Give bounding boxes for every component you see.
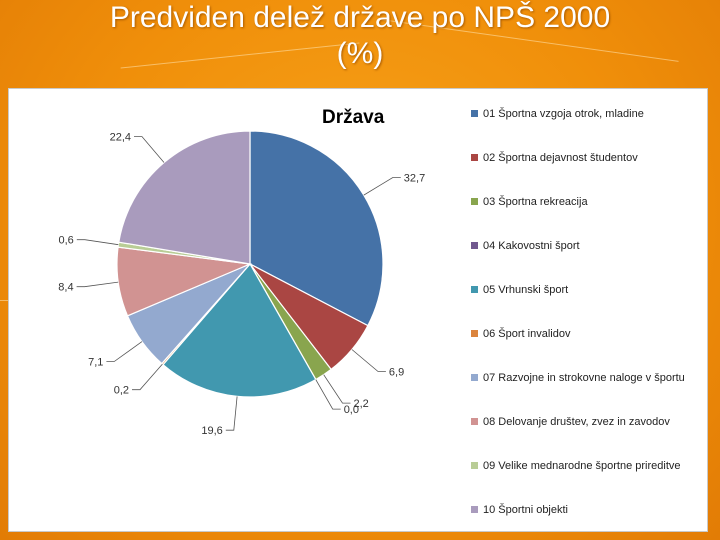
- legend-swatch: [471, 374, 478, 381]
- legend-swatch: [471, 110, 478, 117]
- pie-slice: [249, 130, 384, 327]
- legend-swatch: [471, 330, 478, 337]
- data-label: 19,6: [201, 425, 222, 437]
- legend-swatch: [471, 154, 478, 161]
- leader-line: [134, 136, 165, 163]
- data-label: 22,4: [110, 132, 131, 144]
- data-label: 0,0: [344, 404, 359, 416]
- slide-title-line-1: Predviden delež države po NPŠ 2000: [109, 1, 611, 34]
- pie-chart: Država 32,7 6,9 2,20,0 19,6 0,2 7,1 8,4 0,6 22,4…: [58, 107, 685, 516]
- slide-title: Predviden delež države po NPŠ 2000 (%): [0, 0, 720, 72]
- data-label: 7,1: [88, 356, 103, 368]
- leader-line: [315, 379, 341, 410]
- legend-label: 08 Delovanje društev, zvez in zavodov: [483, 416, 670, 428]
- data-labels: 32,7 6,9 2,20,0 19,6 0,2 7,1 8,4 0,6 22,4: [58, 132, 425, 438]
- data-label: 8,4: [58, 282, 73, 294]
- leader-line: [363, 177, 401, 196]
- legend-swatch: [471, 418, 478, 425]
- chart-panel: Država 32,7 6,9 2,2 0,0 19,6 0,2 7,1 8,4 0,6 22,4…: [8, 88, 708, 532]
- leader-line: [323, 374, 351, 404]
- legend-label: 06 Šport invalidov: [483, 327, 571, 340]
- legend-swatch: [471, 198, 478, 205]
- data-label: 32,7: [404, 173, 425, 185]
- legend: 01 Športna vzgoja otrok, mladine 02 Šport…: [471, 107, 685, 516]
- legend-label: 05 Vrhunski šport: [483, 284, 568, 296]
- decorative-line: [0, 300, 10, 301]
- legend-label: 09 Velike mednarodne športne prireditve: [483, 460, 681, 472]
- legend-swatch: [471, 286, 478, 293]
- leader-line: [106, 341, 143, 362]
- leader-line: [351, 349, 386, 372]
- leader-line: [132, 363, 163, 391]
- legend-label: 02 Športna dejavnost študentov: [483, 151, 638, 164]
- leader-line: [76, 281, 119, 288]
- pie-slice: [118, 130, 251, 265]
- chart-title: Država: [322, 107, 385, 128]
- data-label: 6,9: [389, 366, 404, 378]
- leader-line: [225, 396, 238, 431]
- legend-label: 01 Športna vzgoja otrok, mladine: [483, 107, 644, 120]
- pie-slices: [116, 130, 384, 398]
- data-label: 2,2: [354, 398, 369, 410]
- legend-label: 03 Športna rekreacija: [483, 195, 588, 208]
- leader-line: [76, 239, 119, 246]
- legend-label: 04 Kakovostni šport: [483, 240, 580, 252]
- data-label: 0,6: [59, 235, 74, 247]
- pie-slice: [162, 262, 317, 398]
- data-label: 0,2: [114, 385, 129, 397]
- slide-title-line-2: (%): [336, 37, 384, 70]
- legend-label: 07 Razvojne in strokovne naloge v športu: [483, 372, 685, 384]
- legend-swatch: [471, 462, 478, 469]
- leader-lines: [76, 136, 401, 431]
- legend-swatch: [471, 242, 478, 249]
- legend-swatch: [471, 506, 478, 513]
- legend-label: 10 Športni objekti: [483, 503, 568, 516]
